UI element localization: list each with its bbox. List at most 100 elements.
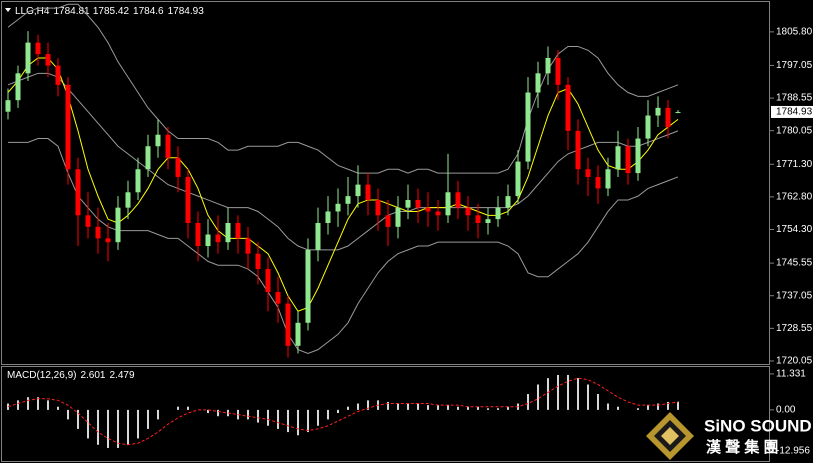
- candle-body: [375, 199, 381, 216]
- y-tick-label: 1720.05: [776, 356, 813, 367]
- logo: SiNO SOUND 漢 聲 集 團: [646, 412, 812, 460]
- y-tick-label: 0.00: [776, 405, 796, 416]
- candle-body: [125, 192, 131, 208]
- logo-core: [661, 427, 679, 445]
- candle-body: [385, 215, 391, 227]
- y-tick-label: 1797.05: [776, 60, 813, 71]
- y-tick-label: 1805.80: [776, 27, 813, 38]
- ohlc-value: 1784.6: [133, 6, 164, 17]
- candle-body: [155, 134, 161, 147]
- logo-subtitle: 漢 聲 集 團: [706, 438, 779, 456]
- candle-body: [145, 146, 151, 170]
- candle-body: [495, 207, 501, 220]
- y-tick-label: 1771.30: [776, 159, 813, 170]
- ohlc-value: 1784.93: [168, 6, 205, 17]
- macd-value: 2.479: [110, 370, 135, 381]
- candle-body: [35, 42, 41, 55]
- candle-body: [555, 57, 561, 85]
- candle-body: [545, 57, 551, 74]
- macd-value: 2.601: [80, 370, 105, 381]
- candle-body: [95, 226, 101, 239]
- candle-body: [225, 222, 231, 243]
- candle-body: [675, 111, 681, 113]
- symbol: LLG,H4: [15, 6, 50, 17]
- candle-body: [395, 207, 401, 227]
- candle-body: [25, 42, 31, 74]
- candle-body: [655, 107, 661, 116]
- candle-body: [645, 115, 651, 139]
- candle-body: [205, 234, 211, 247]
- signal-line: [7, 377, 679, 446]
- candle-body: [65, 84, 71, 170]
- candle-body: [195, 222, 201, 247]
- candle-body: [325, 211, 331, 223]
- candle-body: [345, 196, 351, 204]
- candle-body: [75, 169, 81, 216]
- candle-body: [575, 130, 581, 170]
- candle-body: [535, 73, 541, 93]
- candle-body: [665, 107, 671, 128]
- candle-body: [315, 222, 321, 250]
- candle-body: [485, 219, 491, 223]
- logo-title: SiNO SOUND: [704, 416, 812, 435]
- candle-body: [275, 292, 281, 304]
- candle-body: [215, 234, 221, 243]
- candle-body: [425, 207, 431, 212]
- candle-body: [475, 215, 481, 223]
- candle-body: [445, 192, 451, 216]
- candle-body: [115, 207, 121, 243]
- candle-body: [135, 169, 141, 193]
- candle-body: [415, 199, 421, 208]
- candle-body: [265, 269, 271, 293]
- candle-body: [465, 207, 471, 216]
- y-tick-label: 1745.55: [776, 258, 813, 269]
- candle-body: [615, 146, 621, 170]
- candle-body: [45, 54, 51, 66]
- candle-body: [15, 73, 21, 101]
- candle-body: [455, 192, 461, 208]
- candle-body: [55, 65, 61, 85]
- y-tick-label: -12.956: [776, 446, 810, 457]
- y-tick-label: 1754.30: [776, 224, 813, 235]
- macd-header: MACD(12,26,9) 2.601 2.479: [7, 370, 135, 381]
- candle-body: [365, 184, 371, 200]
- menu-arrow: [5, 8, 11, 12]
- chart-header: LLG,H4 1784.81 1785.42 1784.6 1784.93: [15, 6, 204, 17]
- indicator-line: [7, 3, 679, 174]
- y-tick-label: 1737.05: [776, 290, 813, 301]
- candle-body: [5, 100, 11, 112]
- candle-body: [105, 238, 111, 243]
- candle-body: [435, 211, 441, 216]
- candle-body: [285, 303, 291, 346]
- candle-body: [605, 169, 611, 189]
- candle-body: [335, 203, 341, 212]
- y-tick-label: 1762.80: [776, 192, 813, 203]
- ohlc-value: 1784.81: [53, 6, 90, 17]
- y-tick-label: 1728.55: [776, 323, 813, 334]
- candle-body: [305, 249, 311, 323]
- last-price-label: 1784.93: [776, 107, 813, 118]
- candle-body: [405, 199, 411, 208]
- y-tick-label: 1788.55: [776, 93, 813, 104]
- candle-body: [595, 176, 601, 189]
- last-price-box: [771, 105, 813, 118]
- candle-body: [625, 146, 631, 174]
- y-tick-label: 1780.05: [776, 125, 813, 136]
- candle-body: [515, 161, 521, 197]
- candle-body: [175, 157, 181, 177]
- indicator-line: [7, 72, 679, 251]
- macd-panel-frame: [1, 366, 770, 462]
- ohlc-value: 1785.42: [93, 6, 130, 17]
- candle-body: [525, 92, 531, 162]
- price-panel-frame: [1, 1, 770, 365]
- candle-body: [585, 169, 591, 177]
- candle-body: [505, 196, 511, 208]
- candle-body: [245, 238, 251, 254]
- candle-body: [635, 138, 641, 174]
- candle-body: [85, 215, 91, 227]
- y-tick-label: 11.331: [776, 369, 806, 380]
- candle-body: [565, 84, 571, 131]
